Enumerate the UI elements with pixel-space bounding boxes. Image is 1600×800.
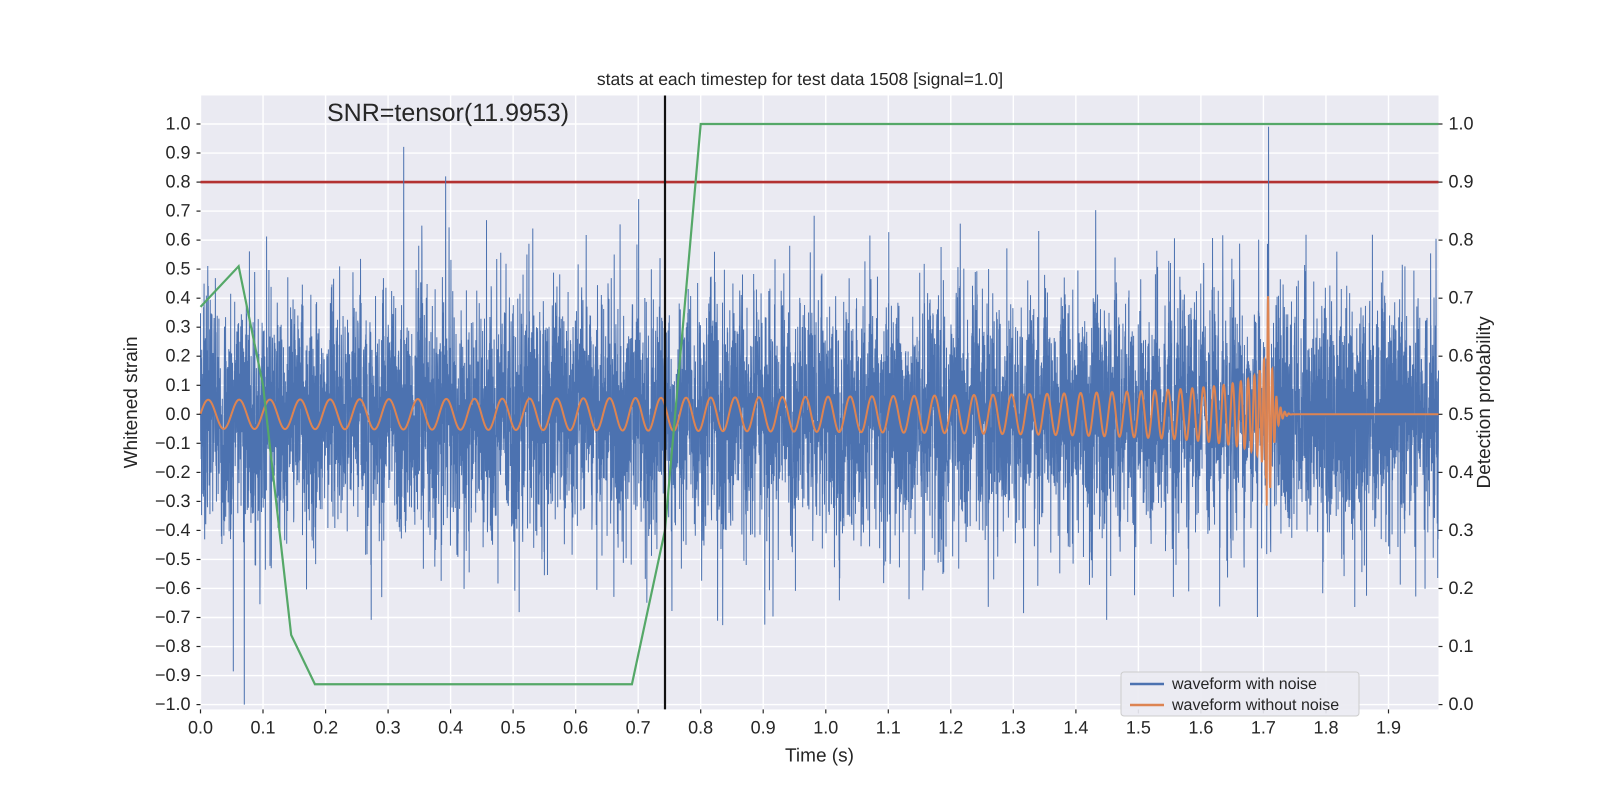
svg-text:−0.3: −0.3	[155, 491, 191, 511]
svg-text:1.0: 1.0	[165, 114, 190, 134]
svg-text:Detection probability: Detection probability	[1474, 316, 1495, 489]
svg-text:0.7: 0.7	[165, 201, 190, 221]
svg-text:−0.2: −0.2	[155, 462, 191, 482]
svg-text:0.6: 0.6	[563, 717, 588, 737]
svg-text:0.2: 0.2	[313, 717, 338, 737]
svg-text:0.3: 0.3	[165, 317, 190, 337]
svg-text:1.7: 1.7	[1251, 717, 1276, 737]
svg-text:0.2: 0.2	[165, 346, 190, 366]
svg-text:1.6: 1.6	[1188, 717, 1213, 737]
svg-text:waveform with noise: waveform with noise	[1171, 676, 1317, 693]
svg-text:0.4: 0.4	[1449, 462, 1474, 482]
svg-text:0.0: 0.0	[165, 404, 190, 424]
svg-text:1.5: 1.5	[1126, 717, 1151, 737]
svg-text:0.1: 0.1	[250, 717, 275, 737]
svg-text:0.9: 0.9	[751, 717, 776, 737]
svg-text:1.0: 1.0	[813, 717, 838, 737]
svg-text:−0.4: −0.4	[155, 520, 191, 540]
svg-text:0.0: 0.0	[1449, 694, 1474, 714]
svg-text:0.8: 0.8	[1449, 230, 1474, 250]
svg-text:1.8: 1.8	[1313, 717, 1338, 737]
svg-text:Whitened strain: Whitened strain	[121, 336, 142, 468]
svg-text:1.1: 1.1	[876, 717, 901, 737]
svg-text:0.0: 0.0	[188, 717, 213, 737]
svg-text:1.4: 1.4	[1063, 717, 1088, 737]
svg-text:0.8: 0.8	[688, 717, 713, 737]
svg-text:0.1: 0.1	[165, 375, 190, 395]
svg-text:0.3: 0.3	[376, 717, 401, 737]
svg-text:−1.0: −1.0	[155, 694, 191, 714]
svg-text:SNR=tensor(11.9953): SNR=tensor(11.9953)	[327, 99, 569, 127]
svg-text:1.2: 1.2	[938, 717, 963, 737]
svg-text:waveform without noise: waveform without noise	[1171, 697, 1339, 714]
svg-text:−0.6: −0.6	[155, 578, 191, 598]
svg-text:1.0: 1.0	[1449, 114, 1474, 134]
svg-text:0.1: 0.1	[1449, 636, 1474, 656]
svg-text:−0.9: −0.9	[155, 665, 191, 685]
svg-text:0.3: 0.3	[1449, 520, 1474, 540]
svg-text:0.4: 0.4	[438, 717, 463, 737]
svg-text:0.4: 0.4	[165, 288, 190, 308]
svg-text:1.9: 1.9	[1376, 717, 1401, 737]
svg-text:Time (s): Time (s)	[785, 745, 854, 766]
svg-text:stats at each timestep for tes: stats at each timestep for test data 150…	[597, 69, 1003, 89]
svg-text:−0.7: −0.7	[155, 607, 191, 627]
svg-text:0.6: 0.6	[165, 230, 190, 250]
svg-text:1.3: 1.3	[1001, 717, 1026, 737]
svg-text:0.8: 0.8	[165, 172, 190, 192]
svg-text:−0.8: −0.8	[155, 636, 191, 656]
svg-text:0.9: 0.9	[1449, 172, 1474, 192]
svg-text:0.7: 0.7	[626, 717, 651, 737]
svg-text:0.7: 0.7	[1449, 288, 1474, 308]
svg-text:0.5: 0.5	[165, 259, 190, 279]
svg-text:−0.1: −0.1	[155, 433, 191, 453]
svg-text:0.6: 0.6	[1449, 346, 1474, 366]
svg-text:0.5: 0.5	[501, 717, 526, 737]
svg-text:−0.5: −0.5	[155, 549, 191, 569]
svg-text:0.2: 0.2	[1449, 578, 1474, 598]
svg-text:0.9: 0.9	[165, 143, 190, 163]
svg-text:0.5: 0.5	[1449, 404, 1474, 424]
